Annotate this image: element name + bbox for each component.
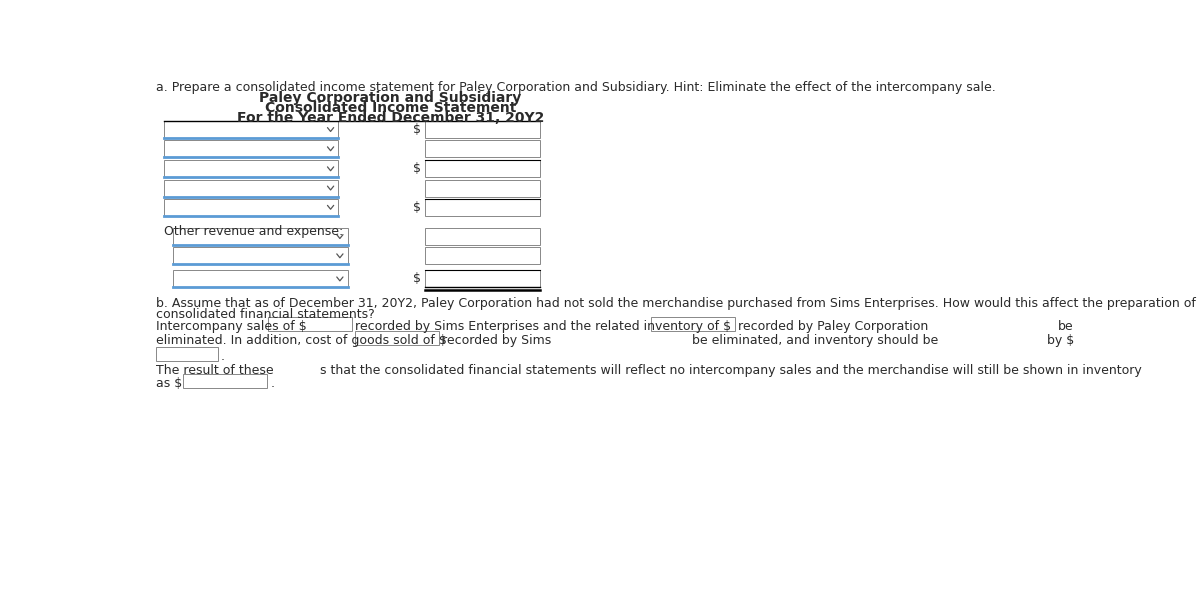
Text: The result of these: The result of these	[156, 364, 274, 376]
Text: as $: as $	[156, 378, 182, 390]
Text: consolidated financial statements?: consolidated financial statements?	[156, 308, 374, 321]
FancyBboxPatch shape	[173, 228, 348, 245]
Text: recorded by Sims Enterprises and the related inventory of $: recorded by Sims Enterprises and the rel…	[355, 321, 731, 334]
Text: s that the consolidated financial statements will reflect no intercompany sales : s that the consolidated financial statem…	[320, 364, 1142, 376]
FancyBboxPatch shape	[425, 271, 540, 287]
Text: .: .	[270, 378, 274, 390]
Text: Other revenue and expense:: Other revenue and expense:	[164, 225, 343, 238]
FancyBboxPatch shape	[268, 317, 352, 331]
FancyBboxPatch shape	[156, 346, 218, 360]
Text: Consolidated Income Statement: Consolidated Income Statement	[264, 101, 516, 115]
Text: $: $	[413, 163, 421, 175]
FancyBboxPatch shape	[425, 141, 540, 157]
Text: Intercompany sales of $: Intercompany sales of $	[156, 321, 307, 334]
FancyBboxPatch shape	[425, 160, 540, 177]
Text: For the Year Ended December 31, 20Y2: For the Year Ended December 31, 20Y2	[236, 111, 544, 125]
FancyBboxPatch shape	[184, 375, 268, 388]
Text: $: $	[413, 123, 421, 136]
FancyBboxPatch shape	[164, 199, 338, 216]
FancyBboxPatch shape	[355, 331, 439, 345]
Text: .: .	[221, 349, 224, 363]
Text: a. Prepare a consolidated income statement for Paley Corporation and Subsidiary.: a. Prepare a consolidated income stateme…	[156, 81, 996, 94]
FancyBboxPatch shape	[164, 121, 338, 138]
Text: recorded by Paley Corporation: recorded by Paley Corporation	[738, 321, 929, 334]
Text: recorded by Sims: recorded by Sims	[442, 334, 552, 347]
FancyBboxPatch shape	[652, 317, 736, 331]
Text: be: be	[1058, 321, 1074, 334]
FancyBboxPatch shape	[164, 141, 338, 157]
Text: $: $	[413, 201, 421, 214]
Text: b. Assume that as of December 31, 20Y2, Paley Corporation had not sold the merch: b. Assume that as of December 31, 20Y2, …	[156, 298, 1200, 310]
Text: eliminated. In addition, cost of goods sold of $: eliminated. In addition, cost of goods s…	[156, 334, 448, 347]
FancyBboxPatch shape	[425, 121, 540, 138]
FancyBboxPatch shape	[425, 180, 540, 197]
Text: by $: by $	[1046, 334, 1074, 347]
FancyBboxPatch shape	[425, 199, 540, 216]
FancyBboxPatch shape	[425, 228, 540, 245]
Text: Paley Corporation and Subsidiary: Paley Corporation and Subsidiary	[259, 91, 521, 105]
FancyBboxPatch shape	[173, 271, 348, 287]
FancyBboxPatch shape	[425, 247, 540, 265]
Text: be eliminated, and inventory should be: be eliminated, and inventory should be	[692, 334, 938, 347]
Text: $: $	[413, 273, 421, 285]
FancyBboxPatch shape	[173, 247, 348, 265]
FancyBboxPatch shape	[164, 160, 338, 177]
FancyBboxPatch shape	[164, 180, 338, 197]
